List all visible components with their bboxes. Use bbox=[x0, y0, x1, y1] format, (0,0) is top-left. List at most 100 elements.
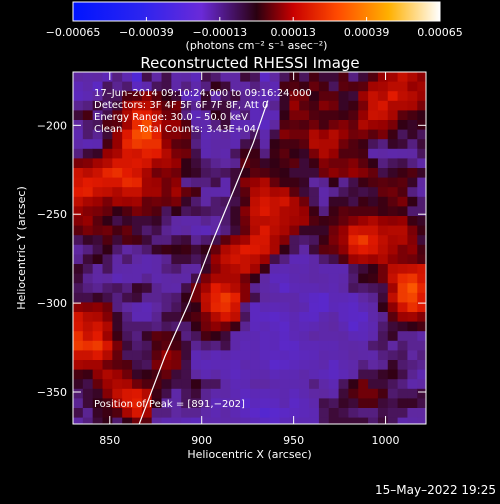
heatmap-cell bbox=[299, 187, 310, 198]
heatmap-cell bbox=[348, 340, 359, 351]
heatmap-cell bbox=[318, 379, 330, 390]
heatmap-cell bbox=[92, 177, 104, 188]
colorbar-unit-label: (photons cm⁻² s⁻¹ asec⁻²) bbox=[186, 39, 328, 52]
heatmap-cell bbox=[102, 244, 113, 255]
heatmap-cell bbox=[230, 321, 241, 332]
heatmap-cell bbox=[82, 216, 94, 227]
heatmap-cell bbox=[387, 72, 399, 83]
heatmap-cell bbox=[309, 91, 320, 102]
heatmap-cell bbox=[181, 177, 192, 188]
heatmap-cell bbox=[230, 129, 241, 140]
heatmap-cell bbox=[171, 216, 182, 227]
heatmap-cell bbox=[122, 254, 133, 265]
heatmap-cell bbox=[309, 177, 320, 188]
heatmap-cell bbox=[309, 350, 320, 361]
heatmap-cell bbox=[259, 379, 271, 390]
heatmap-cell bbox=[338, 72, 349, 83]
heatmap-cell bbox=[368, 81, 379, 92]
heatmap-cell bbox=[279, 81, 290, 92]
heatmap-cell bbox=[407, 148, 418, 159]
heatmap-cell bbox=[269, 158, 281, 169]
heatmap-cell bbox=[73, 177, 84, 188]
heatmap-cell bbox=[220, 187, 231, 198]
heatmap-cell bbox=[377, 168, 389, 179]
colorbar-ticks: −0.00065 −0.00039 −0.00013 0.00013 0.00039 0.… bbox=[46, 17, 463, 39]
heatmap-cell bbox=[377, 100, 389, 111]
heatmap-cell bbox=[191, 408, 202, 419]
heatmap-cell bbox=[151, 177, 163, 188]
heatmap-cell bbox=[289, 398, 300, 409]
heatmap-cell bbox=[299, 408, 310, 419]
heatmap-cell bbox=[397, 72, 408, 83]
heatmap-cell bbox=[191, 417, 202, 424]
heatmap-cell bbox=[112, 158, 123, 169]
heatmap-cell bbox=[358, 187, 369, 198]
heatmap-cell bbox=[348, 254, 359, 265]
heatmap-cell bbox=[318, 110, 330, 121]
heatmap-cell bbox=[240, 379, 251, 390]
heatmap-cell bbox=[161, 110, 172, 121]
heatmap-cell bbox=[230, 350, 241, 361]
heatmap-cell bbox=[122, 168, 133, 179]
heatmap-cell bbox=[102, 273, 113, 284]
heatmap-cell bbox=[368, 331, 379, 342]
heatmap-cell bbox=[161, 168, 172, 179]
heatmap-cell bbox=[200, 120, 212, 131]
heatmap-cell bbox=[328, 321, 340, 332]
heatmap-cell bbox=[82, 177, 94, 188]
heatmap-cell bbox=[82, 292, 94, 303]
heatmap-cell bbox=[407, 177, 418, 188]
heatmap-cell bbox=[240, 72, 251, 83]
heatmap-cell bbox=[102, 264, 113, 275]
heatmap-cell bbox=[299, 292, 310, 303]
heatmap-cell bbox=[250, 81, 261, 92]
heatmap-cell bbox=[289, 292, 300, 303]
heatmap-cell bbox=[338, 331, 349, 342]
heatmap-cell bbox=[407, 244, 418, 255]
heatmap-cell bbox=[82, 187, 94, 198]
heatmap-cell bbox=[407, 81, 418, 92]
heatmap-cell bbox=[171, 379, 182, 390]
heatmap-cell bbox=[122, 398, 133, 409]
heatmap-cell bbox=[102, 283, 113, 294]
heatmap-cell bbox=[82, 302, 94, 313]
heatmap-cell bbox=[102, 120, 113, 131]
heatmap-cell bbox=[279, 129, 290, 140]
heatmap-cell bbox=[387, 168, 399, 179]
heatmap-cell bbox=[82, 417, 94, 424]
heatmap-cell bbox=[240, 244, 251, 255]
heatmap-cell bbox=[161, 264, 172, 275]
heatmap-cell bbox=[338, 235, 349, 246]
heatmap-cell bbox=[230, 408, 241, 419]
heatmap-cell bbox=[269, 177, 281, 188]
heatmap-cell bbox=[397, 81, 408, 92]
heatmap-cell bbox=[328, 360, 340, 371]
heatmap-cell bbox=[338, 244, 349, 255]
heatmap-cell bbox=[299, 91, 310, 102]
heatmap-cell bbox=[151, 216, 163, 227]
heatmap-cell bbox=[122, 148, 133, 159]
heatmap-cell bbox=[377, 340, 389, 351]
heatmap-cell bbox=[92, 292, 104, 303]
heatmap-cell bbox=[112, 168, 123, 179]
heatmap-cell bbox=[309, 417, 320, 424]
heatmap-cell bbox=[338, 187, 349, 198]
heatmap-cell bbox=[269, 417, 281, 424]
heatmap-cell bbox=[328, 177, 340, 188]
heatmap-cell bbox=[210, 340, 222, 351]
heatmap-cell bbox=[407, 398, 418, 409]
plot-frame bbox=[72, 71, 427, 425]
heatmap-cell bbox=[73, 340, 84, 351]
heatmap-cell bbox=[132, 177, 143, 188]
heatmap-cell bbox=[240, 196, 251, 207]
heatmap-cell bbox=[132, 244, 143, 255]
heatmap-cell bbox=[181, 331, 192, 342]
heatmap-cell bbox=[299, 283, 310, 294]
heatmap-cell bbox=[210, 292, 222, 303]
heatmap-cell bbox=[338, 283, 349, 294]
heatmap-cell bbox=[112, 216, 123, 227]
heatmap-cell bbox=[200, 302, 212, 313]
annotation-algorithm-counts: Clean Total Counts: 3.43E+04 bbox=[94, 124, 256, 135]
heatmap-cell bbox=[200, 369, 212, 380]
heatmap-cell bbox=[132, 100, 143, 111]
